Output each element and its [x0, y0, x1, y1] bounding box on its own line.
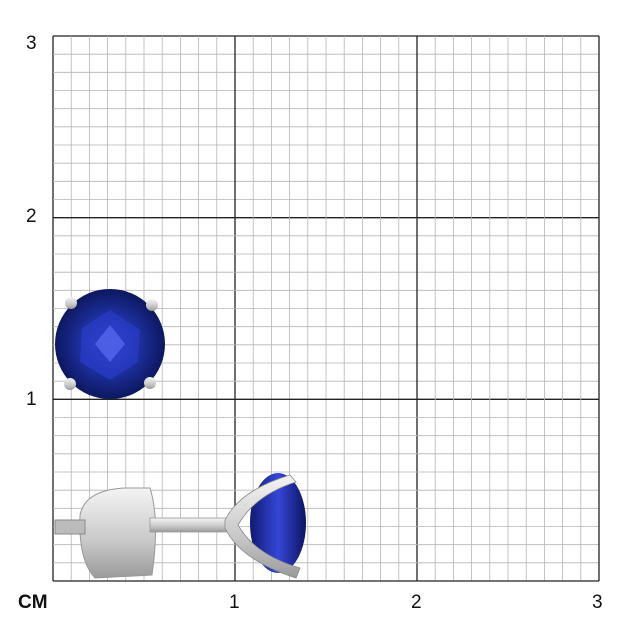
prong: [144, 377, 156, 389]
x-tick-2: 2: [411, 592, 422, 613]
basket-prongs: [224, 474, 301, 579]
y-tick-2: 2: [26, 206, 37, 227]
y-tick-3: 3: [26, 33, 37, 54]
sapphire-side: [250, 473, 306, 573]
prong: [64, 378, 76, 390]
earring-side-view: [54, 473, 306, 579]
unit-label: CM: [18, 592, 48, 613]
prong: [146, 299, 158, 311]
screw-thread: [54, 519, 86, 535]
x-tick-1: 1: [229, 592, 240, 613]
y-tick-1: 1: [26, 389, 37, 410]
prong: [65, 297, 77, 309]
post: [149, 517, 231, 533]
x-tick-3: 3: [592, 592, 603, 613]
grid-lines: [52, 35, 600, 582]
earring-top-view: [55, 289, 165, 399]
earring-back: [79, 487, 157, 579]
